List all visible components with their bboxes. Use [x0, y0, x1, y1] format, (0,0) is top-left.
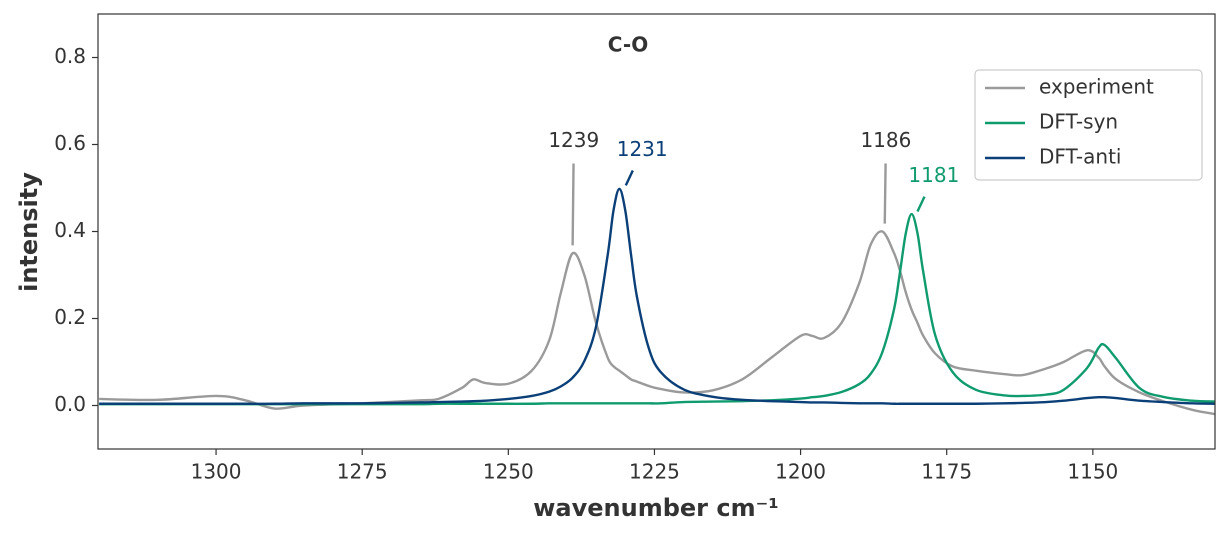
y-tick-label: 0.0 [54, 392, 86, 416]
series-line [99, 187, 1215, 405]
annotation-label: 1239 [548, 128, 599, 152]
x-tick-label: 1150 [1067, 460, 1118, 484]
series-line [99, 212, 1215, 406]
legend-label: DFT-anti [1039, 145, 1121, 169]
annotation-label: 1231 [617, 137, 668, 161]
legend-label: experiment [1039, 75, 1154, 99]
x-tick-label: 1300 [191, 460, 242, 484]
annotation-label: 1186 [860, 128, 911, 152]
x-tick-label: 1225 [629, 460, 680, 484]
y-tick-label: 0.2 [54, 305, 86, 329]
chart-title: C-O [608, 33, 648, 57]
x-tick-label: 1175 [921, 460, 972, 484]
annotation-line [916, 196, 926, 213]
x-tick-label: 1250 [483, 460, 534, 484]
y-tick-label: 0.8 [54, 44, 86, 68]
annotation-line [571, 163, 575, 246]
y-tick-label: 0.4 [54, 218, 86, 242]
y-axis-label: intensity [15, 172, 43, 292]
x-tick-label: 1200 [775, 460, 826, 484]
annotation-line [883, 163, 887, 224]
series-line [99, 230, 1215, 416]
annotation-line [624, 169, 634, 186]
plot-frame [97, 13, 1216, 450]
legend-box [974, 69, 1203, 181]
x-axis-label: wavenumber cm⁻¹ [533, 494, 779, 522]
legend-label: DFT-syn [1039, 110, 1118, 134]
x-tick-label: 1275 [337, 460, 388, 484]
annotation-label: 1181 [908, 163, 959, 187]
y-tick-label: 0.6 [54, 131, 86, 155]
